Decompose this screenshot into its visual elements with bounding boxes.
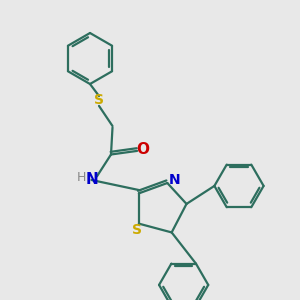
Text: N: N	[169, 173, 181, 187]
Text: O: O	[136, 142, 149, 158]
Text: N: N	[85, 172, 98, 188]
Text: S: S	[94, 94, 104, 107]
Text: H: H	[77, 171, 87, 184]
Text: S: S	[132, 223, 142, 237]
